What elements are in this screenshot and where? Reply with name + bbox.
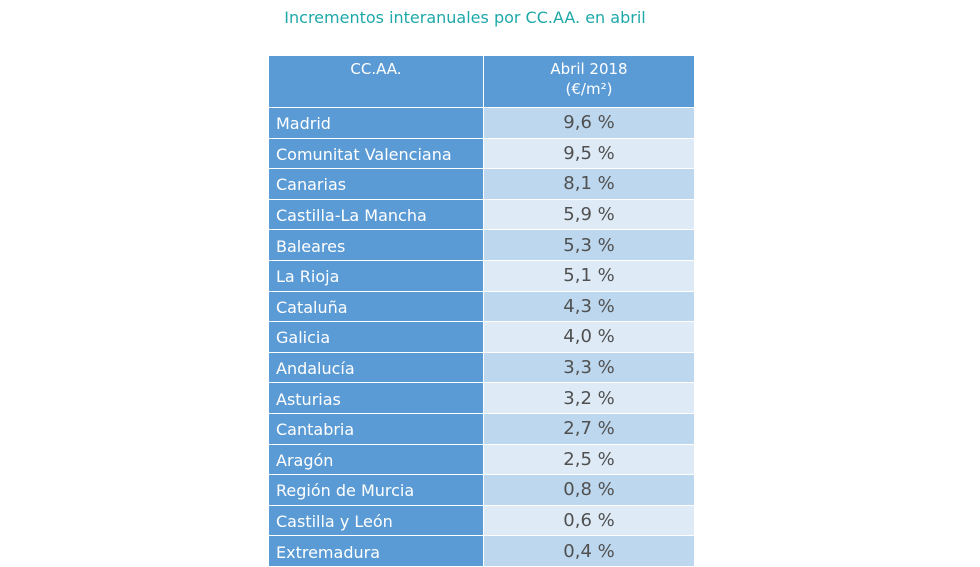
region-value: 5,3 % [483, 229, 695, 261]
region-value: 0,8 % [483, 474, 695, 506]
region-name: Región de Murcia [268, 474, 484, 506]
table-row: Galicia 4,0 % [268, 321, 695, 353]
region-value: 2,5 % [483, 443, 695, 476]
region-name: Comunitat Valenciana [268, 137, 484, 170]
region-name: Baleares [268, 229, 484, 261]
table-row: Castilla y León 0,6 % [268, 504, 695, 537]
table-row: Aragón 2,5 % [268, 443, 695, 476]
region-name: Extremadura [268, 535, 484, 567]
table-row: Cantabria 2,7 % [268, 412, 695, 445]
table-title: Incrementos interanuales por CC.AA. en a… [284, 8, 646, 27]
table-row: Madrid 9,6 % [268, 107, 695, 139]
region-name: La Rioja [268, 259, 484, 292]
region-name: Canarias [268, 168, 484, 200]
table-row: Cataluña 4,3 % [268, 290, 695, 323]
table-row: Baleares 5,3 % [268, 229, 695, 261]
header-abril-label: Abril 2018 [550, 60, 628, 78]
header-ccaa: CC.AA. [268, 55, 484, 108]
data-table: CC.AA. Abril 2018 (€/m²) Madrid 9,6 % Comun… [268, 55, 695, 567]
table-row: Comunitat Valenciana 9,5 % [268, 137, 695, 170]
header-unit: (€/m²) [565, 80, 613, 98]
region-value: 2,7 % [483, 412, 695, 445]
region-value: 3,3 % [483, 351, 695, 384]
region-name: Cataluña [268, 290, 484, 323]
region-name: Aragón [268, 443, 484, 476]
region-name: Castilla-La Mancha [268, 198, 484, 231]
table-row: Asturias 3,2 % [268, 382, 695, 414]
header-abril: Abril 2018 (€/m²) [483, 55, 695, 108]
region-value: 4,3 % [483, 290, 695, 323]
region-name: Asturias [268, 382, 484, 414]
table-row: Andalucía 3,3 % [268, 351, 695, 384]
region-name: Castilla y León [268, 504, 484, 537]
table-row: Castilla-La Mancha 5,9 % [268, 198, 695, 231]
table-row: Región de Murcia 0,8 % [268, 474, 695, 506]
header-row: CC.AA. Abril 2018 (€/m²) [268, 55, 695, 108]
table-row: Extremadura 0,4 % [268, 535, 695, 567]
region-value: 5,1 % [483, 259, 695, 292]
region-value: 8,1 % [483, 168, 695, 200]
region-value: 5,9 % [483, 198, 695, 231]
region-value: 9,5 % [483, 137, 695, 170]
table-row: La Rioja 5,1 % [268, 259, 695, 292]
region-name: Galicia [268, 321, 484, 353]
region-value: 0,4 % [483, 535, 695, 567]
region-name: Andalucía [268, 351, 484, 384]
region-value: 9,6 % [483, 107, 695, 139]
region-name: Madrid [268, 107, 484, 139]
region-value: 0,6 % [483, 504, 695, 537]
region-value: 4,0 % [483, 321, 695, 353]
region-name: Cantabria [268, 412, 484, 445]
region-value: 3,2 % [483, 382, 695, 414]
table-row: Canarias 8,1 % [268, 168, 695, 200]
